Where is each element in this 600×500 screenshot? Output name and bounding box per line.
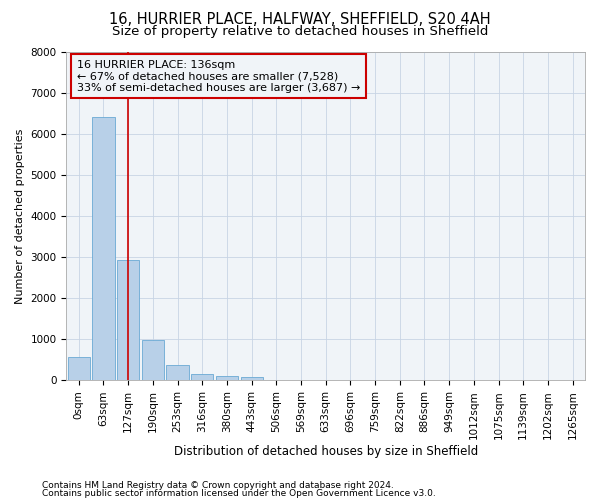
Bar [191,374,214,380]
Y-axis label: Number of detached properties: Number of detached properties [15,128,25,304]
Bar [92,118,115,380]
Bar [216,376,238,380]
X-axis label: Distribution of detached houses by size in Sheffield: Distribution of detached houses by size … [173,444,478,458]
Bar [241,377,263,380]
Bar [68,357,90,380]
Text: Contains public sector information licensed under the Open Government Licence v3: Contains public sector information licen… [42,488,436,498]
Text: Contains HM Land Registry data © Crown copyright and database right 2024.: Contains HM Land Registry data © Crown c… [42,481,394,490]
Text: 16, HURRIER PLACE, HALFWAY, SHEFFIELD, S20 4AH: 16, HURRIER PLACE, HALFWAY, SHEFFIELD, S… [109,12,491,28]
Text: 16 HURRIER PLACE: 136sqm
← 67% of detached houses are smaller (7,528)
33% of sem: 16 HURRIER PLACE: 136sqm ← 67% of detach… [77,60,360,93]
Text: Size of property relative to detached houses in Sheffield: Size of property relative to detached ho… [112,25,488,38]
Bar [166,365,188,380]
Bar [117,260,139,380]
Bar [142,340,164,380]
